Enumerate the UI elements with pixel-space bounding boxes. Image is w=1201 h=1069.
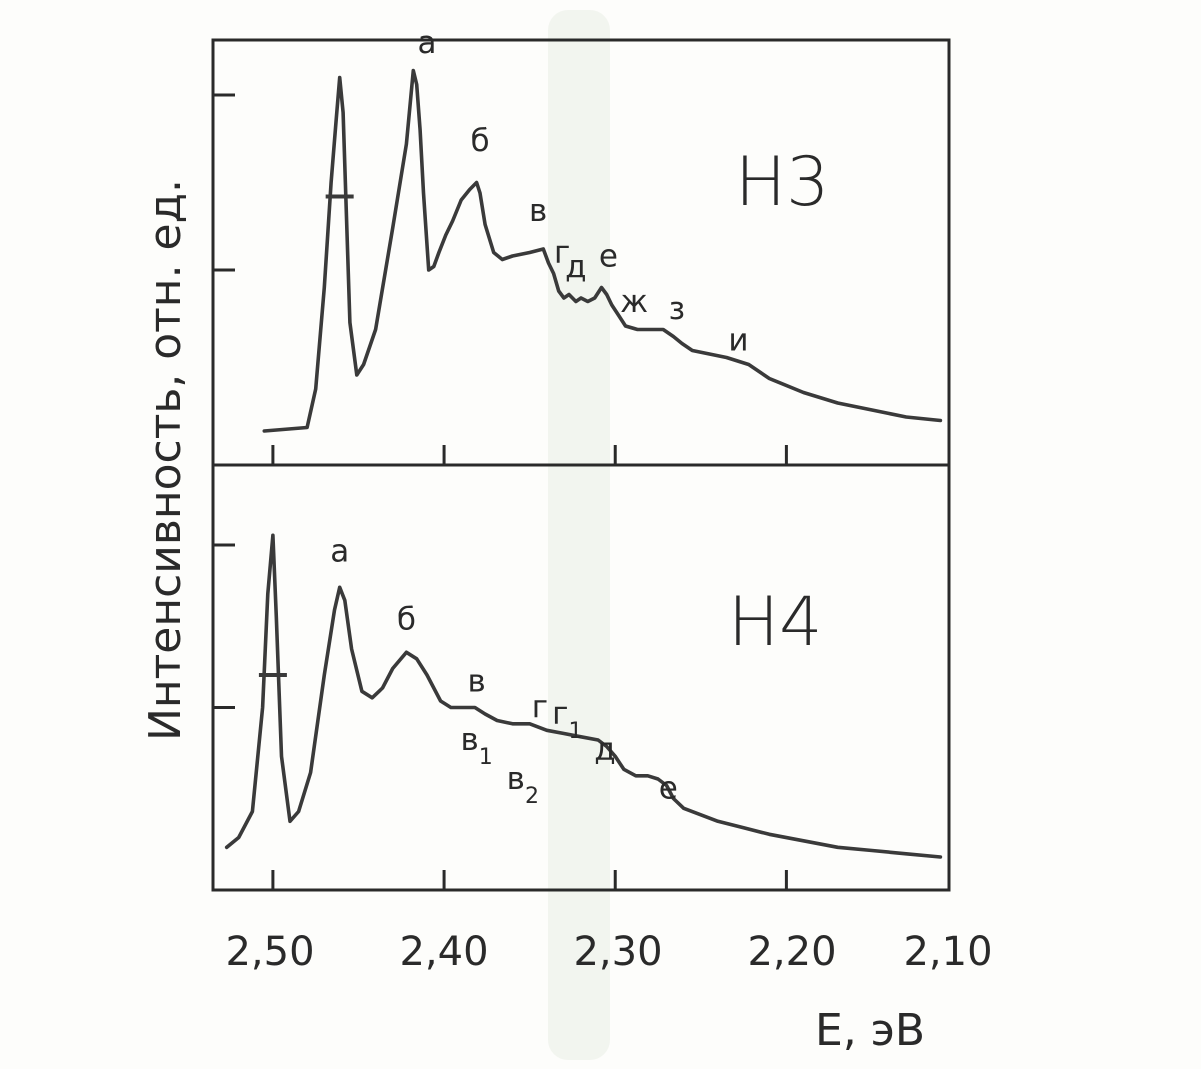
peak-label-h4-8: е: [659, 771, 678, 807]
peak-label-h3-2: в: [529, 193, 547, 229]
peak-label-h3-7: з: [669, 291, 685, 327]
panel-label-h3: Н3: [735, 143, 829, 222]
peak-label-h4-1: б: [397, 602, 416, 638]
peak-label-h3-0: а: [418, 25, 437, 61]
x-tick-label-2.20: 2,20: [747, 929, 836, 975]
scan-smudge: [548, 10, 610, 1060]
panel-label-h4: Н4: [728, 583, 822, 662]
y-axis-title: Интенсивность, отн. ед.: [140, 179, 191, 741]
peak-label-h4-7: д: [594, 732, 615, 768]
peak-label-h4-2: в: [467, 663, 485, 699]
x-axis-ticks: [271, 445, 788, 890]
x-tick-label-2.10: 2,10: [903, 929, 992, 975]
peak-label-h3-1: б: [470, 123, 489, 159]
x-tick-label-2.50: 2,50: [225, 929, 314, 975]
panel-h3: а б вгд еж з и: [213, 25, 943, 433]
spectrum-curve-h4: [224, 533, 943, 859]
peak-label-h3-8: и: [728, 323, 748, 359]
peak-label-h4-0: а: [330, 533, 349, 569]
peak-label-subscript: 1: [479, 745, 493, 770]
peak-label-subscript: 2: [525, 784, 539, 809]
peak-label-h4-4: в2: [507, 761, 539, 809]
x-tick-label-2.40: 2,40: [399, 929, 488, 975]
spectrum-curve-h3: [262, 68, 943, 433]
peak-label-h3-5: е: [599, 239, 618, 275]
x-axis-title: E, эВ: [815, 1005, 925, 1056]
peak-label-h3-4: д: [565, 249, 586, 285]
x-tick-label-2.30: 2,30: [573, 929, 662, 975]
peak-label-h3-6: ж: [620, 284, 648, 320]
peak-label-h4-5: г: [532, 689, 548, 725]
peak-label-h4-3: в1: [460, 722, 492, 770]
peak-label-h3-3: г: [554, 235, 570, 271]
peak-label-subscript: 1: [568, 719, 582, 744]
